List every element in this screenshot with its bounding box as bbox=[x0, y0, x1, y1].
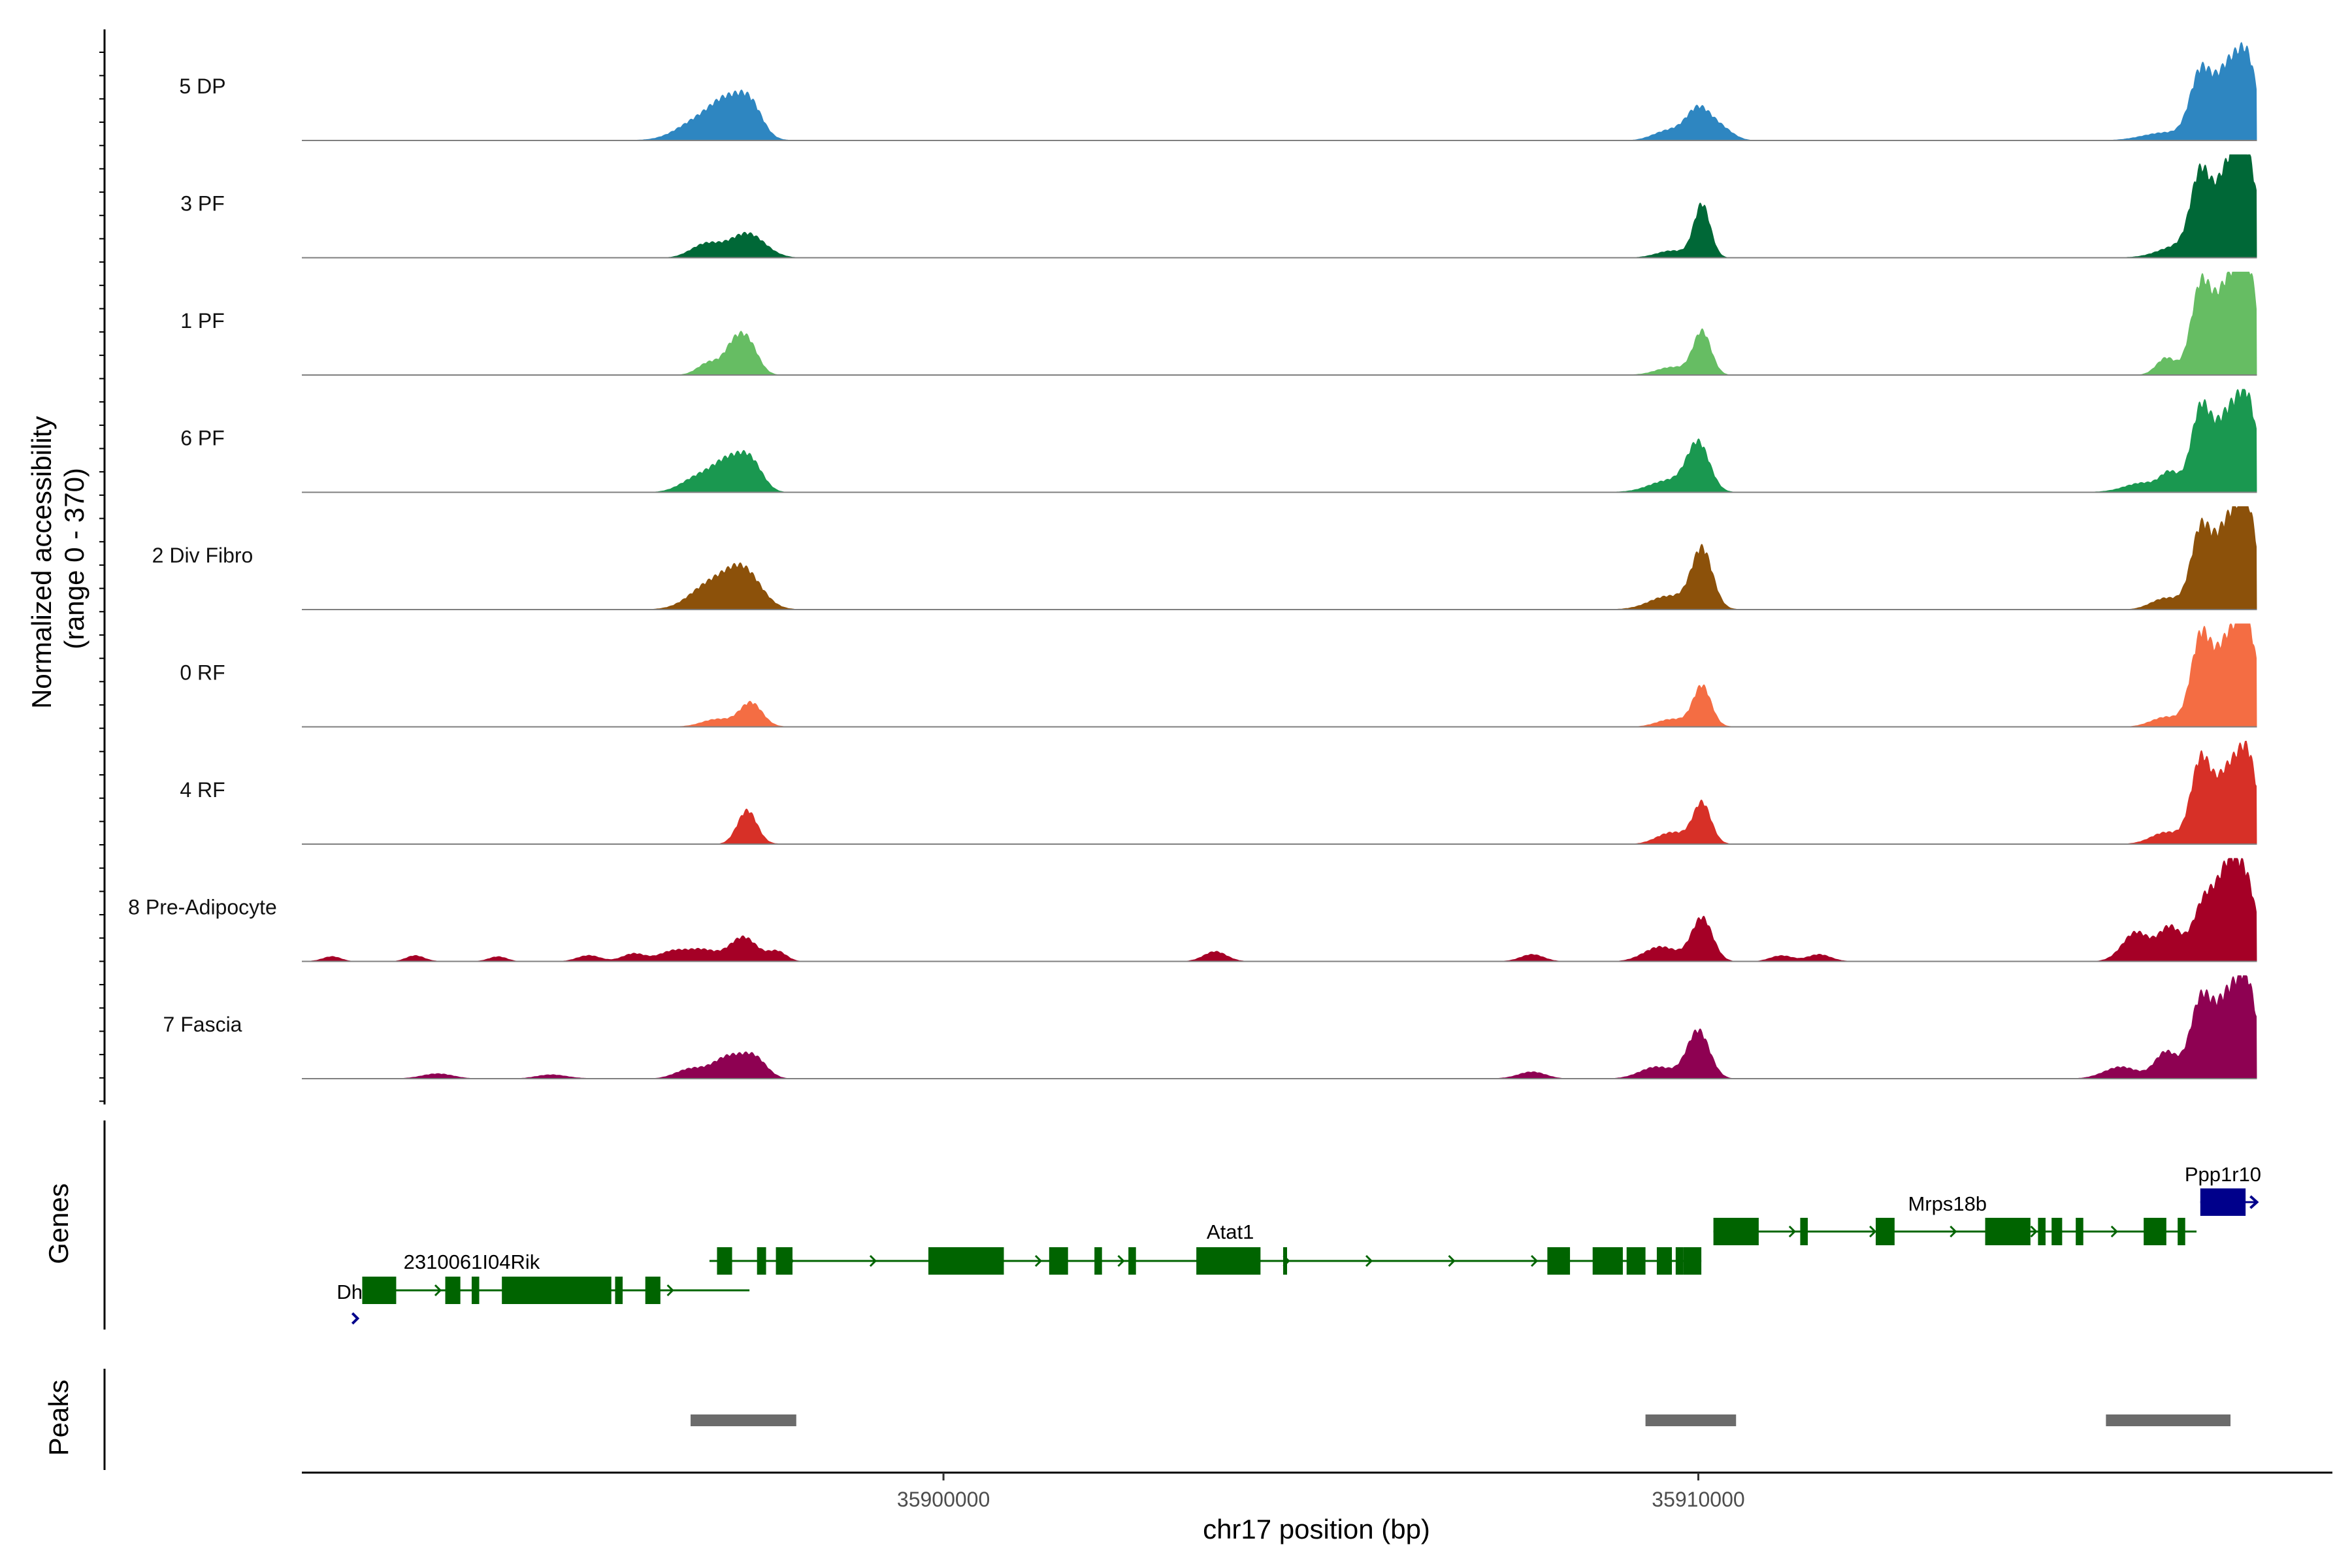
coverage-track: 8 Pre-Adipocyte bbox=[128, 858, 2257, 962]
gene-exon bbox=[2144, 1218, 2166, 1245]
gene-strand-arrow bbox=[1117, 1254, 1125, 1267]
genes-panel: Dhx162310061I04RikAtat1Mrps18bPpp1r10 bbox=[103, 1120, 2261, 1330]
x-tick-label: 35910000 bbox=[1652, 1488, 1744, 1511]
peak-bar bbox=[1645, 1414, 1737, 1426]
gene-strand-arrow bbox=[666, 1284, 674, 1297]
coverage-area bbox=[302, 623, 2257, 727]
gene-exon bbox=[2038, 1218, 2046, 1245]
y-axis-title-line2: (range 0 - 370) bbox=[59, 468, 90, 649]
gene-exon bbox=[2200, 1188, 2246, 1216]
track-label: 7 Fascia bbox=[163, 1013, 242, 1036]
track-label: 3 PF bbox=[180, 192, 225, 216]
gene-exon bbox=[776, 1247, 793, 1275]
y-axis-title-line1: Normalized accessibility bbox=[26, 416, 57, 709]
gene-label: 2310061I04Rik bbox=[404, 1250, 540, 1273]
gene-exon bbox=[502, 1277, 612, 1304]
x-axis: 35900000 35910000 bbox=[302, 1471, 2332, 1511]
gene-strand-arrow bbox=[1034, 1254, 1043, 1267]
coverage-track: 5 DP bbox=[179, 42, 2257, 141]
track-label: 8 Pre-Adipocyte bbox=[128, 896, 277, 919]
gene-exon bbox=[645, 1277, 661, 1304]
gene-exon bbox=[1283, 1247, 1288, 1275]
gene-exon bbox=[1683, 1247, 1702, 1275]
gene: 2310061I04Rik bbox=[362, 1250, 750, 1304]
gene-exon bbox=[717, 1247, 732, 1275]
peak-bar bbox=[2106, 1414, 2231, 1426]
coverage-track: 2 Div Fibro bbox=[152, 506, 2257, 610]
coverage-area bbox=[302, 42, 2257, 140]
gene-exon bbox=[362, 1277, 397, 1304]
gene-strand-arrow bbox=[1530, 1254, 1539, 1267]
track-label: 2 Div Fibro bbox=[152, 544, 253, 567]
gene: Mrps18b bbox=[1713, 1192, 2197, 1245]
gene-exon bbox=[2178, 1218, 2185, 1245]
coverage-area bbox=[302, 154, 2257, 258]
track-label: 4 RF bbox=[180, 778, 225, 802]
gene-exon bbox=[2051, 1218, 2063, 1245]
gene-exon bbox=[1049, 1247, 1068, 1275]
gene-strand-arrow bbox=[351, 1312, 360, 1325]
gene-exon bbox=[2076, 1218, 2083, 1245]
coverage-area bbox=[302, 506, 2257, 610]
gene-label: Mrps18b bbox=[1908, 1192, 1987, 1215]
coverage-track: 4 RF bbox=[180, 740, 2257, 845]
gene-strand-arrow bbox=[1448, 1254, 1456, 1267]
gene-label: Atat1 bbox=[1207, 1220, 1254, 1243]
gene-exon bbox=[1800, 1218, 1808, 1245]
gene-strand-arrow bbox=[1788, 1225, 1796, 1238]
track-label: 6 PF bbox=[180, 427, 225, 450]
gene-exon bbox=[1656, 1247, 1673, 1275]
gene-exon bbox=[1547, 1247, 1571, 1275]
coverage-track: 1 PF bbox=[180, 271, 2257, 376]
gene-strand-arrow bbox=[2030, 1225, 2038, 1238]
gene-exon bbox=[445, 1277, 461, 1304]
gene-exon bbox=[1592, 1247, 1623, 1275]
coverage-track: 6 PF bbox=[180, 389, 2257, 493]
coverage-area bbox=[302, 740, 2257, 844]
track-label: 5 DP bbox=[179, 74, 225, 98]
coverage-track: 7 Fascia bbox=[163, 975, 2257, 1079]
gene-strand-arrow bbox=[869, 1254, 877, 1267]
y-axis-title: Normalized accessibility (range 0 - 370) bbox=[26, 408, 90, 709]
gene-exon bbox=[1713, 1218, 1759, 1245]
peaks-panel bbox=[103, 1369, 2231, 1470]
gene-exon bbox=[471, 1277, 480, 1304]
gene-exon bbox=[1875, 1218, 1895, 1245]
gene: Atat1 bbox=[709, 1220, 1702, 1275]
gene-strand-arrow bbox=[2110, 1225, 2118, 1238]
track-label: 1 PF bbox=[180, 309, 225, 333]
gene-exon bbox=[1985, 1218, 2031, 1245]
gene-exon bbox=[1626, 1247, 1646, 1275]
gene-exon bbox=[615, 1277, 623, 1304]
gene: Ppp1r10 bbox=[2185, 1163, 2261, 1216]
gene-exon bbox=[1196, 1247, 1261, 1275]
coverage-area bbox=[302, 975, 2257, 1079]
coverage-panel: 5 DP 3 PF 1 PF 6 PF 2 Div Fibro 0 RF 4 RF 8 Pre… bbox=[99, 29, 2257, 1105]
coverage-track: 0 RF bbox=[180, 623, 2257, 728]
gene-exon bbox=[757, 1247, 766, 1275]
gene-exon bbox=[1675, 1247, 1684, 1275]
gene-strand-arrow bbox=[434, 1284, 442, 1297]
coverage-track: 3 PF bbox=[180, 154, 2257, 259]
gene-exon bbox=[1094, 1247, 1102, 1275]
gene-strand-arrow bbox=[1869, 1225, 1877, 1238]
gene-strand-arrow bbox=[1365, 1254, 1373, 1267]
x-tick-label: 35900000 bbox=[897, 1488, 990, 1511]
coverage-area bbox=[302, 858, 2257, 962]
genes-panel-title: Genes bbox=[43, 1183, 74, 1264]
peak-bar bbox=[691, 1414, 796, 1426]
track-label: 0 RF bbox=[180, 661, 225, 685]
coverage-area bbox=[302, 389, 2257, 493]
gene-strand-arrow bbox=[1950, 1225, 1957, 1238]
coverage-area bbox=[302, 271, 2257, 375]
gene-strand-arrow bbox=[2249, 1195, 2259, 1209]
gene-label: Ppp1r10 bbox=[2185, 1163, 2261, 1186]
gene-exon bbox=[928, 1247, 1004, 1275]
peaks-panel-title: Peaks bbox=[43, 1380, 74, 1456]
x-axis-title: chr17 position (bp) bbox=[1203, 1514, 1430, 1544]
gene-exon bbox=[1128, 1247, 1136, 1275]
